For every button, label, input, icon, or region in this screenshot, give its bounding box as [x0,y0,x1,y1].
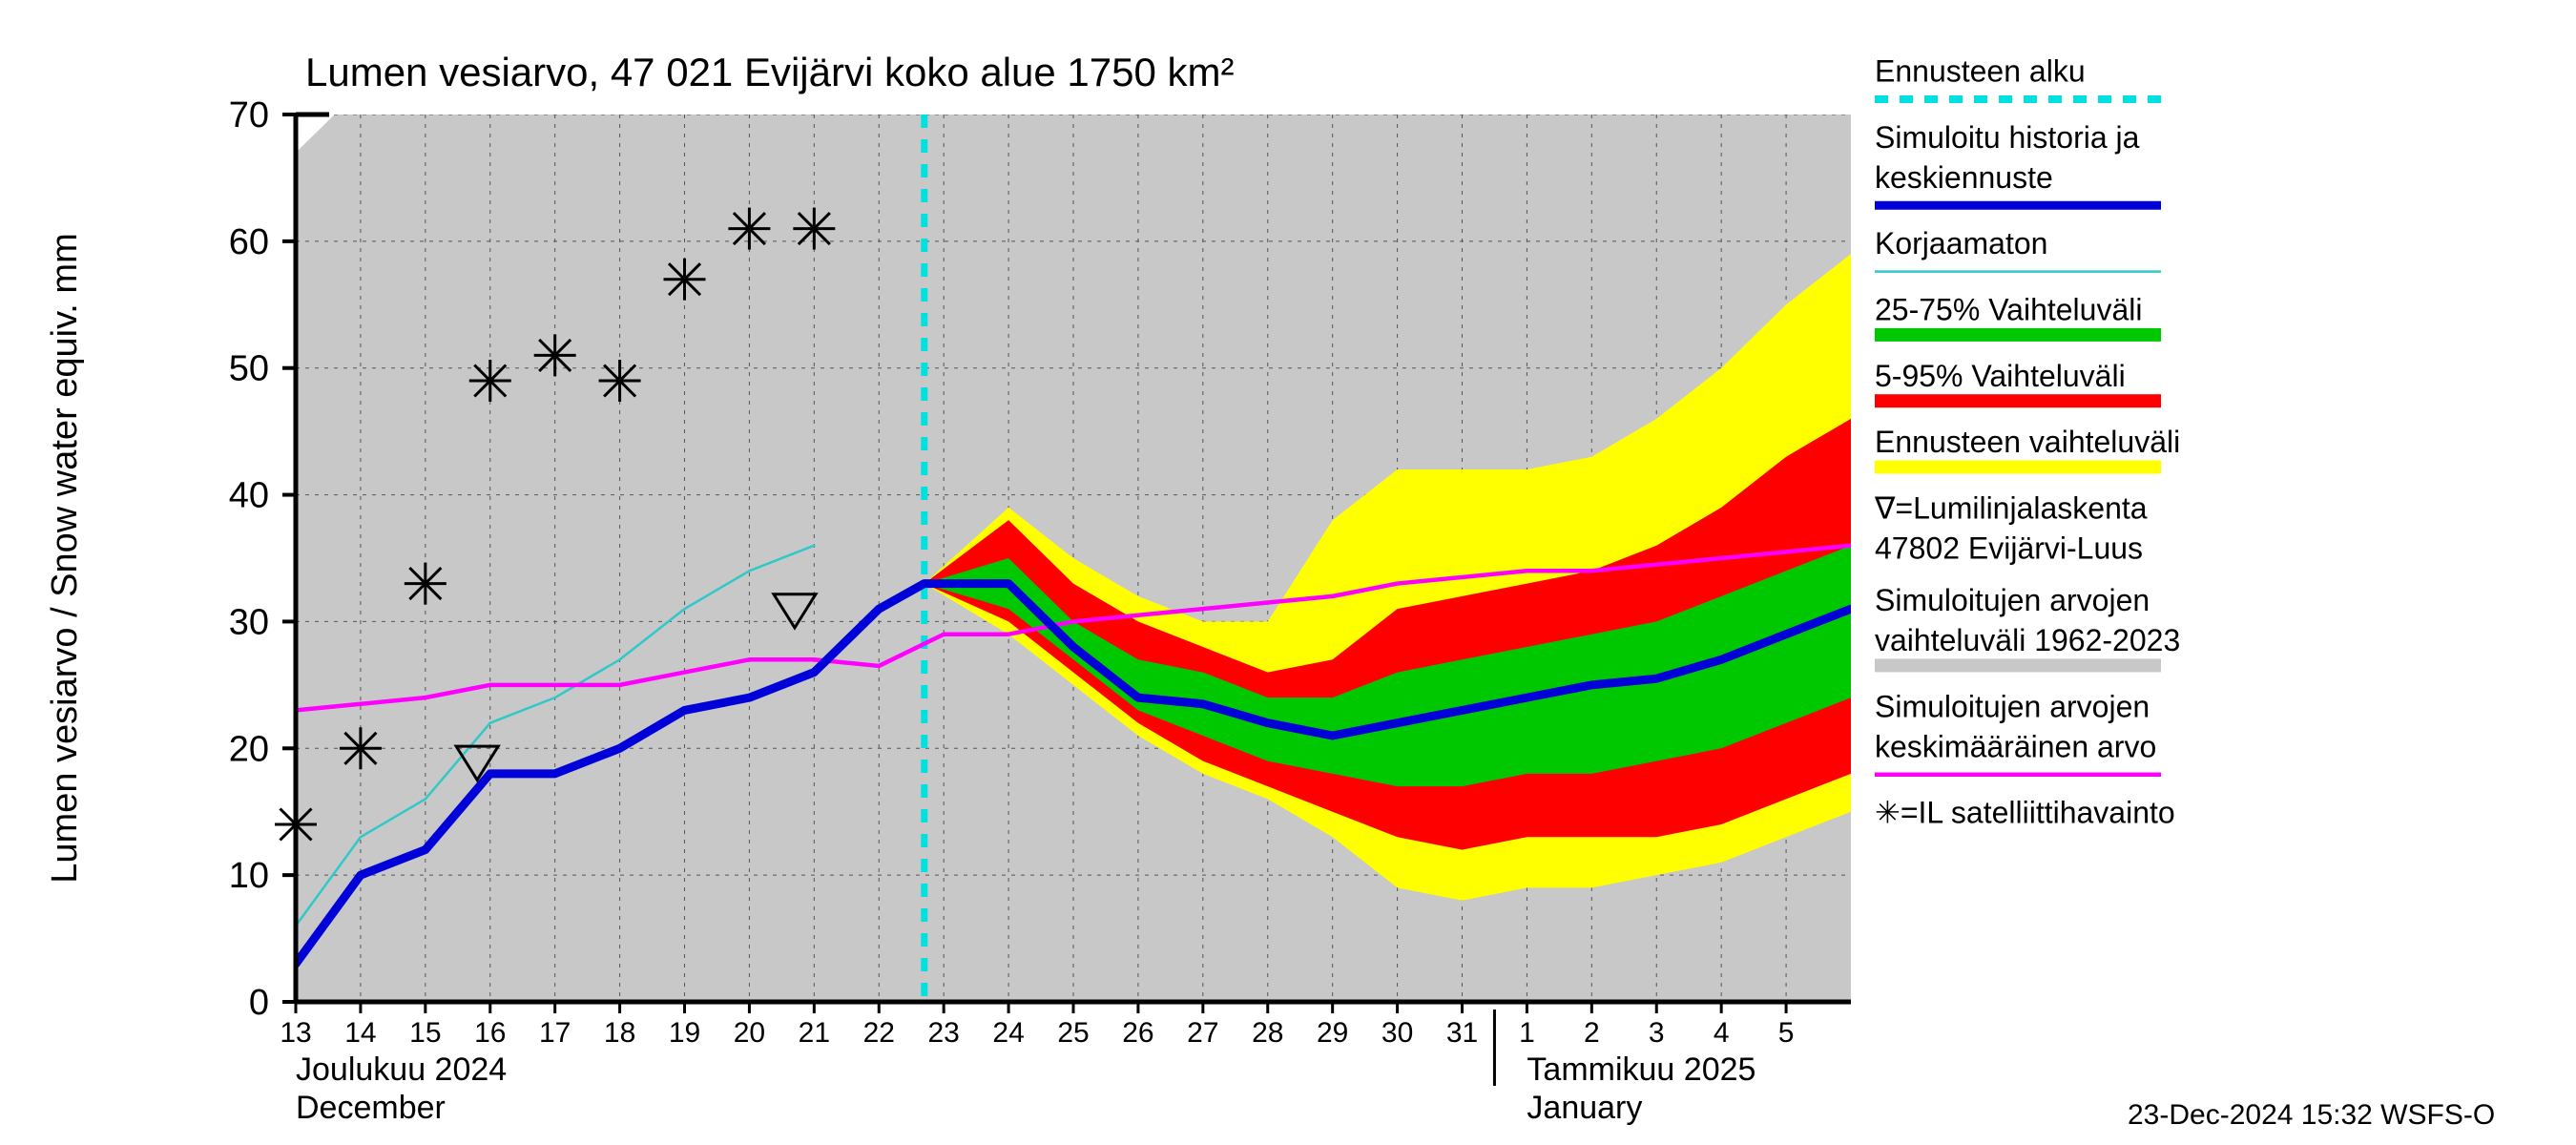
legend-swatch [1875,394,2161,407]
month-label-en: January [1527,1090,1642,1126]
x-tick-label: 16 [474,1017,506,1049]
month-label-en: December [296,1090,446,1126]
month-label: Joulukuu 2024 [296,1051,507,1088]
legend-label: Korjaamaton [1875,226,2047,260]
x-tick-label: 22 [863,1017,895,1049]
x-tick-label: 30 [1381,1017,1413,1049]
satellite-marker [340,727,382,769]
x-tick-label: 26 [1122,1017,1153,1049]
legend-label: keskimääräinen arvo [1875,729,2156,763]
legend-label: 5-95% Vaihteluväli [1875,359,2126,393]
y-tick-label: 10 [229,856,269,896]
month-label: Tammikuu 2025 [1527,1051,1755,1088]
legend-swatch [1875,461,2161,474]
legend-label: ✳=IL satelliittihavainto [1875,796,2175,830]
x-tick-label: 28 [1252,1017,1283,1049]
legend: Ennusteen alku Simuloitu historia ja keski… [1874,54,2180,830]
y-tick-label: 60 [229,222,269,262]
legend-label: vaihteluväli 1962-2023 [1875,623,2180,657]
legend-label: keskiennuste [1875,160,2053,195]
y-tick-label: 30 [229,602,269,642]
x-tick-label: 1 [1519,1017,1535,1049]
legend-label: Simuloitujen arvojen [1875,689,2150,723]
satellite-marker [534,334,576,376]
legend-label: Simuloitujen arvojen [1875,583,2150,617]
y-tick-label: 20 [229,729,269,769]
y-tick-label: 40 [229,476,269,516]
satellite-marker [664,259,706,301]
x-tick-label: 5 [1778,1017,1795,1049]
x-tick-label: 20 [734,1017,765,1049]
x-tick-label: 14 [344,1017,376,1049]
satellite-marker [728,208,770,250]
chart-title: Lumen vesiarvo, 47 021 Evijärvi koko alu… [305,50,1235,94]
x-tick-label: 23 [927,1017,959,1049]
legend-label: 25-75% Vaihteluväli [1875,293,2142,327]
legend-label: Ennusteen alku [1875,54,2086,89]
x-tick-label: 21 [799,1017,830,1049]
x-tick-label: 17 [539,1017,571,1049]
y-tick-label: 70 [229,95,269,135]
satellite-marker [405,563,447,605]
legend-label: Simuloitu historia ja [1875,120,2140,155]
footer-timestamp: 23-Dec-2024 15:32 WSFS-O [2128,1099,2495,1131]
x-tick-label: 13 [280,1017,311,1049]
x-tick-label: 15 [409,1017,441,1049]
chart-stage: 0 10 20 30 40 50 60 70 Lumen vesiarvo / Snow wat… [0,0,2576,1145]
y-tick-label: 50 [229,349,269,389]
legend-swatch [1875,328,2161,342]
satellite-marker [793,208,835,250]
x-tick-label: 18 [604,1017,635,1049]
x-tick-label: 3 [1649,1017,1665,1049]
x-tick-label: 29 [1317,1017,1348,1049]
satellite-marker [599,360,641,402]
legend-label: ∇=Lumilinjalaskenta [1874,490,2148,525]
x-tick-label: 19 [669,1017,700,1049]
x-tick-label: 2 [1584,1017,1600,1049]
satellite-marker [469,360,511,402]
legend-swatch [1875,658,2161,672]
y-tick-label: 0 [249,983,269,1023]
legend-label: Ennusteen vaihteluväli [1875,425,2180,459]
x-tick-label: 31 [1446,1017,1478,1049]
x-tick-label: 4 [1714,1017,1730,1049]
legend-label: 47802 Evijärvi-Luus [1875,531,2143,565]
x-tick-label: 25 [1057,1017,1089,1049]
x-tick-label: 27 [1187,1017,1218,1049]
y-axis-label: Lumen vesiarvo / Snow water equiv. mm [45,233,85,883]
x-tick-label: 24 [992,1017,1024,1049]
chart-svg: 0 10 20 30 40 50 60 70 Lumen vesiarvo / Snow wat… [0,0,2576,1145]
